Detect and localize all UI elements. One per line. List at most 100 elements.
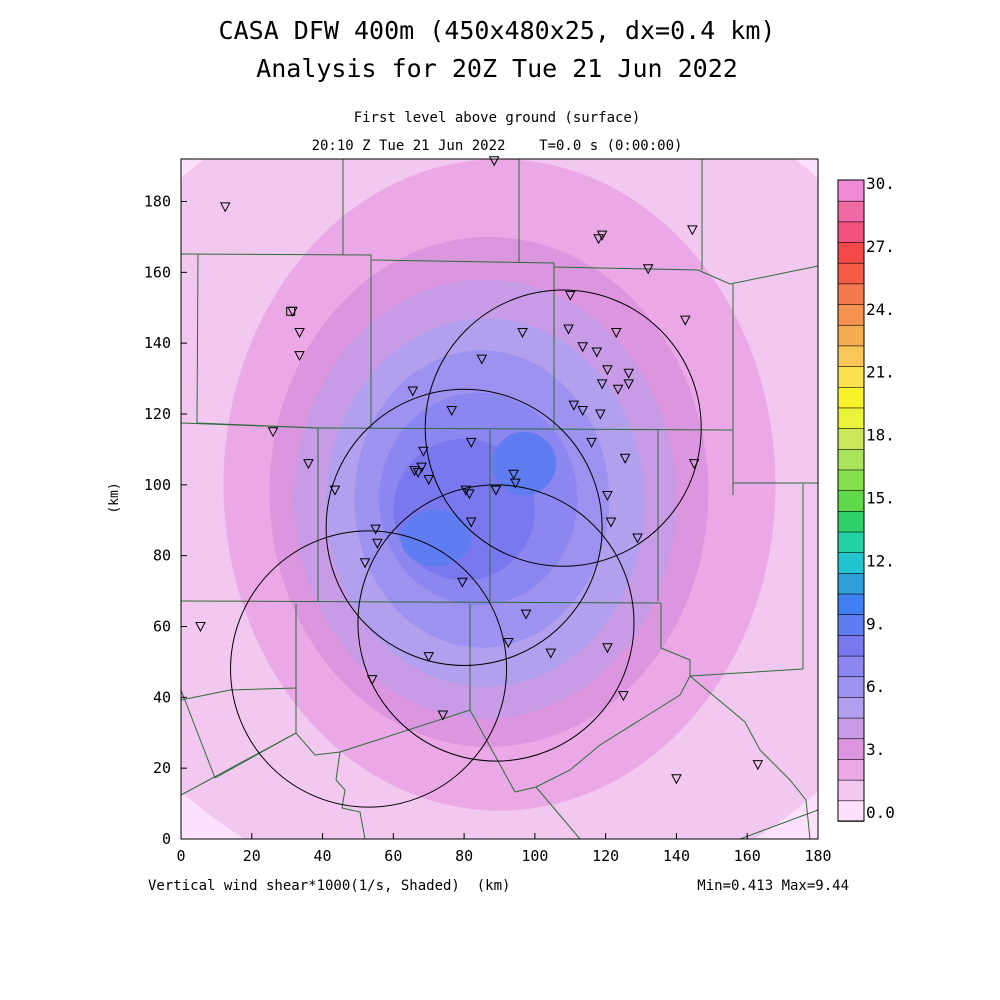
plot-area <box>180 156 819 840</box>
county-line <box>181 604 297 701</box>
colorbar-segment <box>837 531 865 553</box>
colorbar-frame <box>837 179 865 822</box>
station-marker <box>490 485 502 496</box>
station-marker <box>510 478 521 489</box>
station-marker <box>619 453 631 464</box>
colorbar-segment <box>837 655 865 678</box>
y-axis: 0 20 40 60 80 100 120 140 160 180 <box>144 193 187 848</box>
figure-subtitle: Analysis for 20Z Tue 21 Jun 2022 <box>256 54 738 83</box>
colorbar-segment <box>837 241 865 264</box>
variable-label: Vertical wind shear*1000(1/s, Shaded) (k… <box>148 878 510 894</box>
station-marker <box>372 538 383 549</box>
colorbar-tick-label: 3. <box>866 740 885 759</box>
x-tick-label: 100 <box>521 847 548 865</box>
y-tick-label: 40 <box>153 688 171 706</box>
station-marker <box>412 467 424 479</box>
y-tick-label: 160 <box>144 263 171 281</box>
station-marker <box>303 459 314 470</box>
station-marker <box>359 558 371 569</box>
station-marker <box>407 386 419 397</box>
shear-level-region <box>492 431 557 496</box>
station-marker <box>623 379 634 390</box>
colorbar-segment <box>837 469 865 491</box>
colorbar-tick-label: 18. <box>866 426 895 445</box>
county-line <box>535 786 581 839</box>
colorbar-segment <box>837 634 865 657</box>
colorbar-segment <box>837 551 865 574</box>
station-marker <box>605 517 617 528</box>
x-tick-label: 140 <box>663 847 690 865</box>
y-tick-label: 20 <box>153 759 171 777</box>
county-line <box>181 600 662 604</box>
x-axis: 0 20 40 60 80 100 120 140 160 180 <box>176 833 832 865</box>
colorbar-segment <box>837 572 865 595</box>
colorbar-segment <box>837 510 865 533</box>
station-marker <box>465 517 477 528</box>
station-marker <box>577 405 588 417</box>
colorbar-segment <box>837 262 865 285</box>
colorbar-segment <box>837 303 865 326</box>
colorbar-tick-label: 15. <box>866 489 895 508</box>
radar-range-ring <box>325 388 603 666</box>
station-marker <box>465 437 477 448</box>
colorbar-segment <box>837 283 865 305</box>
colorbar-tick-label: 30. <box>866 174 895 193</box>
radar-site-marker <box>286 306 296 316</box>
county-line <box>181 422 319 429</box>
station-marker <box>409 466 420 477</box>
station-marker <box>612 384 624 395</box>
colorbar-tick-label: 0.0 <box>866 803 895 822</box>
station-marker <box>517 328 528 339</box>
colorbar-segment <box>837 407 865 429</box>
station-marker <box>671 774 682 785</box>
station-marker <box>618 691 629 702</box>
station-marker <box>416 462 427 473</box>
minmax-label: Min=0.413 Max=9.44 <box>697 878 849 894</box>
station-marker <box>563 324 574 335</box>
station-marker <box>687 225 698 236</box>
station-marker <box>610 328 622 339</box>
level-label: First level above ground (surface) <box>354 110 641 126</box>
colorbar-segment <box>837 779 865 802</box>
colorbar-segment <box>837 345 865 367</box>
colorbar-segment <box>837 448 865 471</box>
station-marker <box>418 446 429 457</box>
station-marker <box>596 230 608 241</box>
colorbar-segment <box>837 221 865 243</box>
station-marker <box>267 427 279 438</box>
station-marker <box>593 234 604 245</box>
colorbar-segment <box>837 717 865 740</box>
station-marker <box>596 379 608 390</box>
station-marker <box>568 400 580 411</box>
station-marker <box>545 648 557 659</box>
station-marker <box>195 622 206 633</box>
station-marker <box>632 533 643 544</box>
time-label: 20:10 Z Tue 21 Jun 2022 T=0.0 s (0:00:00… <box>312 138 683 154</box>
station-marker <box>688 459 700 470</box>
station-marker <box>623 368 634 379</box>
colorbar-segment <box>837 696 865 719</box>
station-marker <box>294 351 305 362</box>
colorbar-segment <box>837 737 865 760</box>
station-marker <box>460 485 472 496</box>
y-tick-label: 80 <box>153 547 171 565</box>
colorbar-segment <box>837 613 865 636</box>
y-tick-label: 180 <box>144 193 171 211</box>
station-marker <box>520 609 532 620</box>
county-line <box>181 253 818 285</box>
y-tick-label: 140 <box>144 334 171 352</box>
radar-range-rings <box>230 289 702 808</box>
station-marker <box>752 760 764 771</box>
station-marker <box>602 643 613 654</box>
colorbar-tick-label: 21. <box>866 363 895 382</box>
station-marker <box>642 264 654 275</box>
county-line <box>689 675 811 839</box>
colorbar-segment <box>837 386 865 409</box>
station-marker <box>366 675 378 686</box>
colorbar-tick-label: 9. <box>866 614 885 633</box>
colorbar-segment <box>837 593 865 616</box>
colorbar-segment <box>837 758 865 781</box>
plot-frame <box>180 158 819 840</box>
station-marker <box>586 437 597 448</box>
colorbar-tick-label: 6. <box>866 677 885 696</box>
